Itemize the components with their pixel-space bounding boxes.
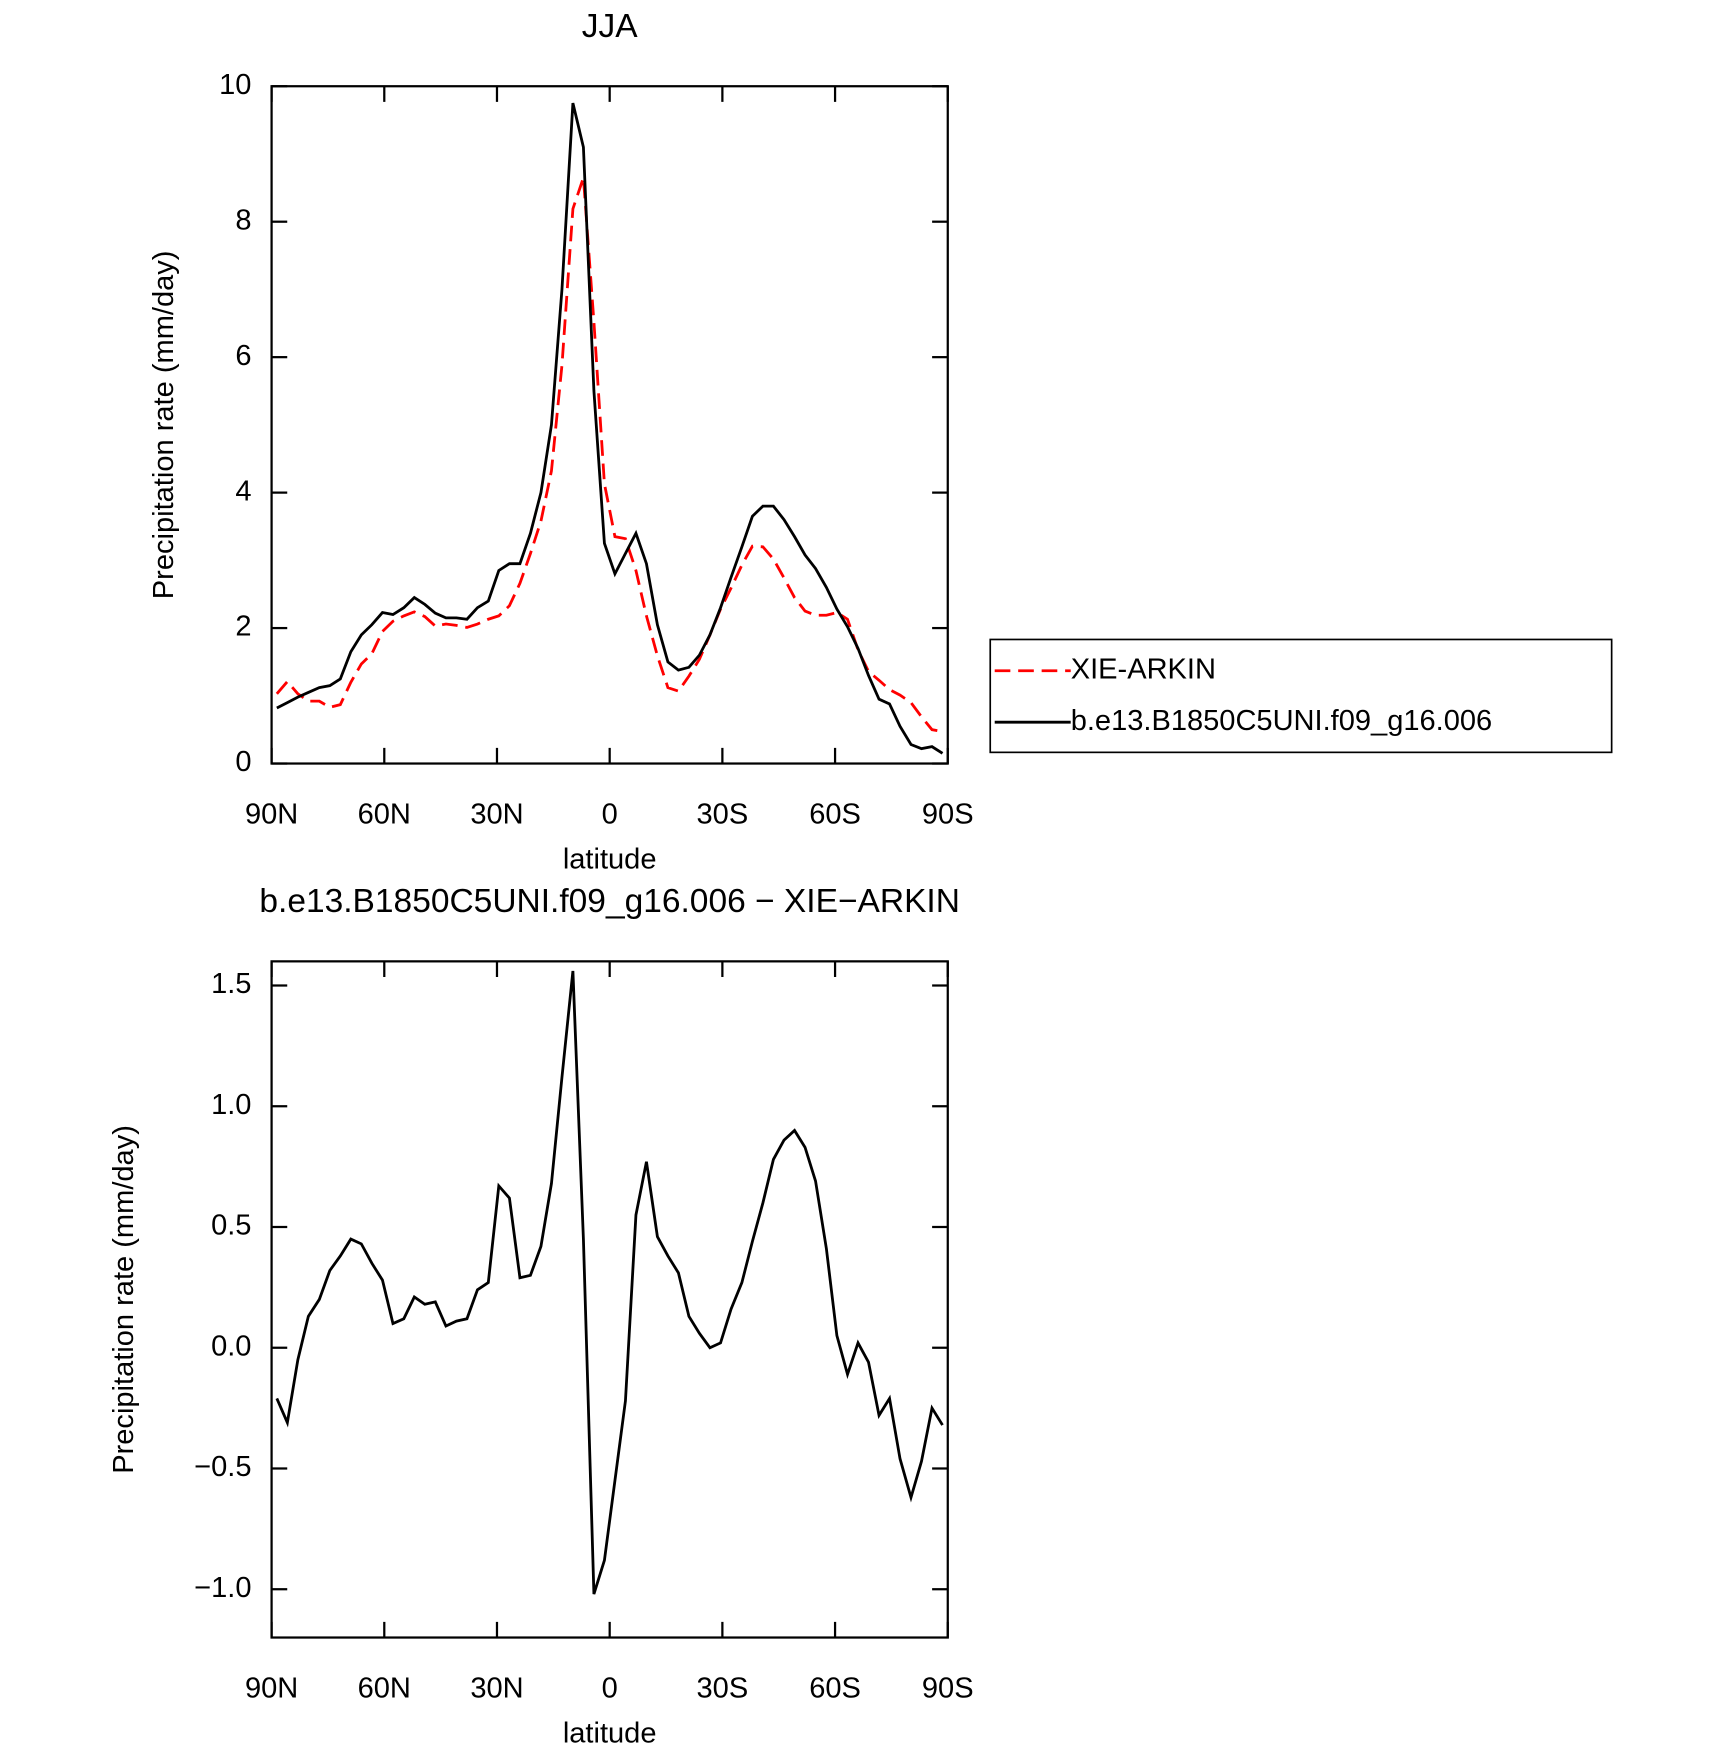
x-tick-label: 0 bbox=[602, 799, 618, 831]
x-axis-label: latitude bbox=[563, 1717, 657, 1745]
y-tick-label: 0 bbox=[235, 746, 251, 778]
y-axis-label: Precipitation rate (mm/day) bbox=[148, 251, 180, 600]
x-tick-label: 30N bbox=[470, 1673, 523, 1705]
x-tick-label: 60S bbox=[809, 799, 861, 831]
chart-title: b.e13.B1850C5UNI.f09_g16.006 − XIE−ARKIN bbox=[259, 883, 960, 920]
y-tick-label: 4 bbox=[235, 475, 251, 507]
x-tick-label: 90S bbox=[922, 1673, 974, 1705]
data-line bbox=[275, 177, 943, 734]
y-tick-label: −0.5 bbox=[194, 1451, 251, 1483]
x-tick-label: 30N bbox=[470, 799, 523, 831]
y-tick-label: 6 bbox=[235, 340, 251, 372]
legend-label: XIE-ARKIN bbox=[1071, 653, 1216, 685]
y-tick-label: 10 bbox=[219, 69, 251, 101]
x-axis-label: latitude bbox=[563, 843, 657, 875]
y-tick-label: 0.0 bbox=[211, 1330, 251, 1362]
y-axis-label: Precipitation rate (mm/day) bbox=[108, 1125, 140, 1474]
y-tick-label: −1.0 bbox=[194, 1572, 251, 1604]
chart-title: JJA bbox=[582, 8, 639, 45]
x-tick-label: 0 bbox=[602, 1673, 618, 1705]
x-tick-label: 90N bbox=[245, 1673, 298, 1705]
x-tick-label: 90S bbox=[922, 799, 974, 831]
y-tick-label: 1.0 bbox=[211, 1089, 251, 1121]
x-tick-label: 90N bbox=[245, 799, 298, 831]
data-line bbox=[276, 102, 944, 755]
x-tick-label: 30S bbox=[697, 799, 749, 831]
y-tick-label: 2 bbox=[235, 611, 251, 643]
legend-label: b.e13.B1850C5UNI.f09_g16.006 bbox=[1071, 705, 1493, 737]
x-tick-label: 60N bbox=[358, 1673, 411, 1705]
legend-box bbox=[989, 638, 1613, 754]
y-tick-label: 1.5 bbox=[211, 968, 251, 1000]
x-tick-label: 60N bbox=[358, 799, 411, 831]
plot-frame bbox=[270, 85, 949, 765]
plot-frame bbox=[270, 960, 949, 1639]
data-line bbox=[275, 970, 944, 1595]
y-tick-label: 8 bbox=[235, 204, 251, 236]
y-tick-label: 0.5 bbox=[211, 1210, 251, 1242]
x-tick-label: 30S bbox=[697, 1673, 749, 1705]
x-tick-label: 60S bbox=[809, 1673, 861, 1705]
